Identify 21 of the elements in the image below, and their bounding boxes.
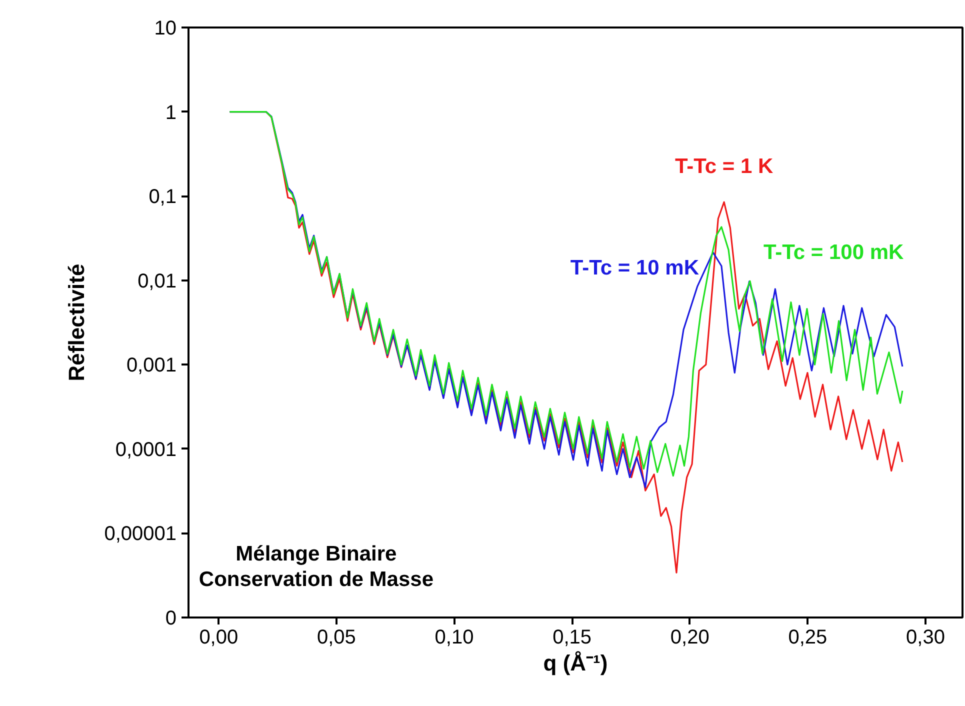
x-tick-label: 0,15 [552, 626, 592, 648]
series-label: T-Tc = 1 K [674, 155, 774, 178]
y-tick-label: 1 [165, 102, 176, 124]
y-tick-label: 0 [165, 608, 176, 630]
x-axis-title: q (Å⁻¹) [543, 650, 608, 676]
x-tick-label: 0,00 [199, 626, 238, 648]
series-label: T-Tc = 100 mK [763, 240, 904, 264]
y-tick-label: 0,00001 [104, 523, 176, 546]
x-tick-label: 0,25 [788, 626, 828, 648]
y-tick-label: 0,001 [126, 354, 177, 377]
y-axis-title: Réflectivité [64, 264, 90, 382]
y-tick-label: 0,1 [148, 186, 177, 208]
y-tick-label: 10 [154, 18, 177, 40]
x-tick-label: 0,30 [906, 626, 945, 648]
x-tick-label: 0,10 [434, 626, 474, 648]
x-tick-label: 0,20 [670, 626, 710, 648]
series-label: T-Tc = 10 mK [570, 256, 699, 280]
y-tick-label: 0,01 [138, 270, 177, 292]
y-tick-label: 0,0001 [115, 438, 176, 461]
annotation: Mélange Binaire Conservation de Masse [198, 542, 434, 591]
x-tick-label: 0,05 [317, 626, 356, 648]
